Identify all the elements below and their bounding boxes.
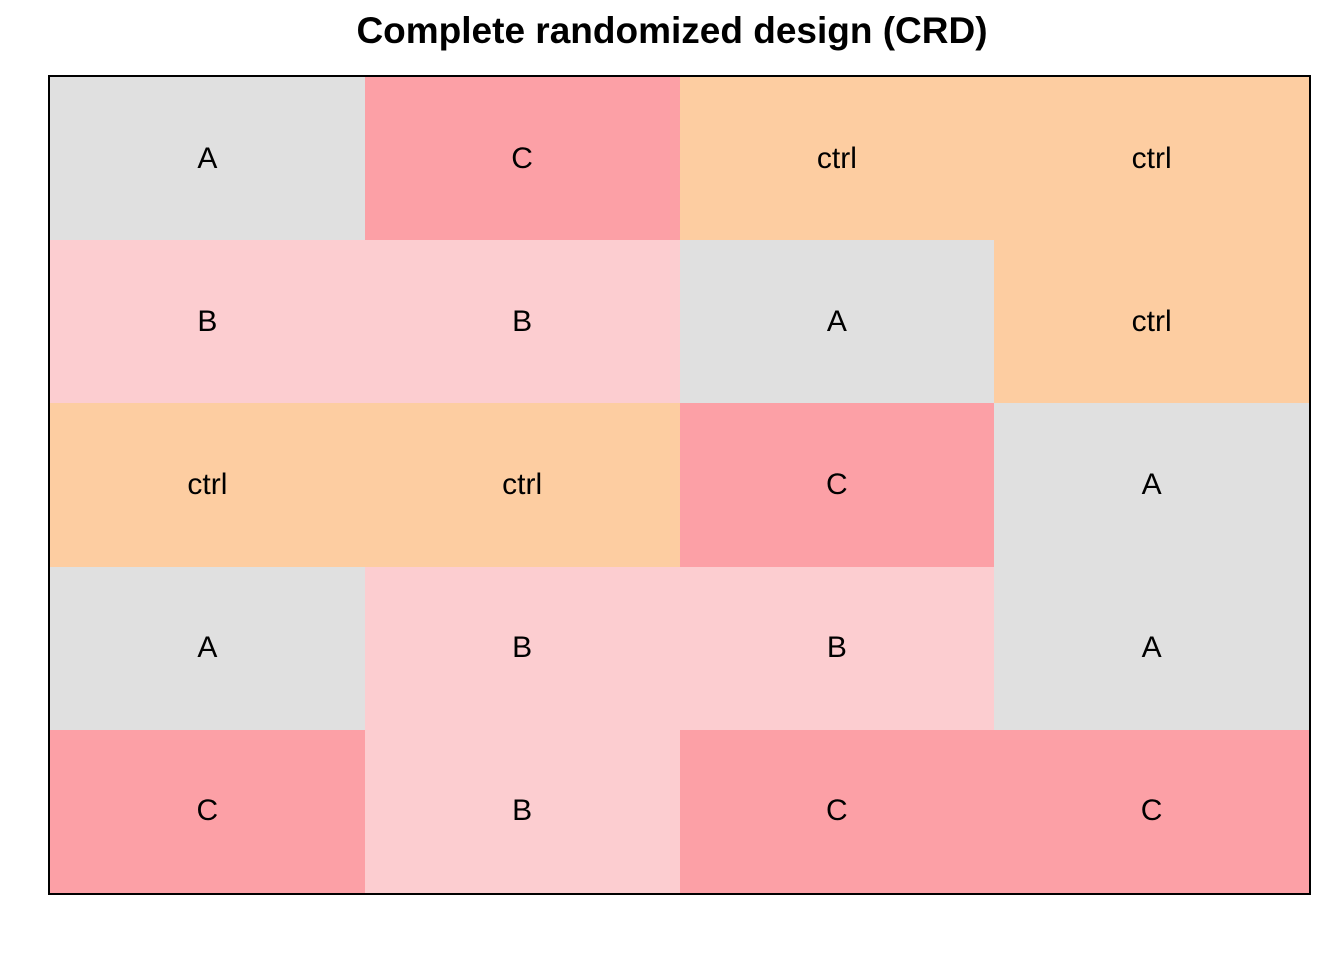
plot-cell: B [364, 566, 680, 730]
plot-cell: A [50, 566, 365, 730]
plot-cell: ctrl [994, 240, 1309, 404]
plot-cell: A [50, 77, 365, 241]
plot-cell: C [50, 729, 365, 893]
plot-cell: C [679, 729, 995, 893]
plot-cell: B [50, 240, 365, 404]
plot-cell: A [994, 566, 1309, 730]
plot-cell: A [679, 240, 995, 404]
plot-cell: C [994, 729, 1309, 893]
plot-cell: ctrl [50, 403, 365, 567]
plot-cell: B [364, 240, 680, 404]
plot-cell: ctrl [679, 77, 995, 241]
plot-cell: B [364, 729, 680, 893]
plot-cell: ctrl [994, 77, 1309, 241]
plot-cell: C [679, 403, 995, 567]
plot-cell: ctrl [364, 403, 680, 567]
plot-cell: C [364, 77, 680, 241]
plot-cell: A [994, 403, 1309, 567]
figure-title: Complete randomized design (CRD) [356, 10, 988, 51]
plot-cell: B [679, 566, 995, 730]
